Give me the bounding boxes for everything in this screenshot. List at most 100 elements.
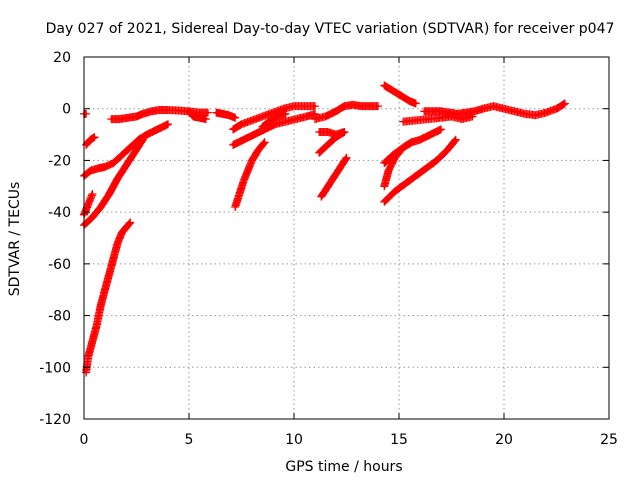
data-point xyxy=(233,116,237,120)
data-point xyxy=(238,192,241,196)
data-series-arc-13 xyxy=(258,109,290,131)
data-point xyxy=(271,111,275,114)
data-point xyxy=(534,113,537,117)
data-series-arc-16 xyxy=(317,153,351,201)
y-tick-label: 20 xyxy=(53,50,71,66)
data-point xyxy=(91,216,94,219)
data-point xyxy=(523,112,527,116)
data-point xyxy=(149,110,153,113)
y-tick-label: -80 xyxy=(48,309,71,325)
data-point xyxy=(368,104,371,108)
data-point xyxy=(118,117,121,121)
data-point xyxy=(86,203,90,206)
x-tick-label: 5 xyxy=(185,432,194,448)
data-point xyxy=(116,177,119,180)
data-point xyxy=(414,119,418,122)
data-point xyxy=(191,115,195,118)
data-series-arc-4 xyxy=(80,190,97,219)
data-point xyxy=(502,107,506,111)
data-point xyxy=(284,112,287,116)
data-point xyxy=(393,190,397,193)
data-point xyxy=(313,112,317,116)
data-point xyxy=(414,174,418,178)
data-point xyxy=(275,115,279,118)
data-point xyxy=(86,355,90,359)
tick-labels: 0 5 10 15 20 25 -120 -100 -80 -60 -40 -20 0 20 xyxy=(39,50,618,448)
data-series-arc-8 xyxy=(185,107,210,124)
data-point xyxy=(124,164,128,167)
data-point xyxy=(464,111,468,114)
data-series-arc-20 xyxy=(380,138,416,167)
data-point xyxy=(408,99,411,103)
data-point xyxy=(359,104,363,108)
data-point xyxy=(257,148,260,152)
data-point xyxy=(383,84,386,87)
data-point xyxy=(166,122,170,126)
data-point xyxy=(282,107,285,111)
data-point xyxy=(107,272,111,276)
data-point xyxy=(158,108,161,112)
data-point xyxy=(383,200,386,204)
data-point xyxy=(313,104,317,108)
y-tick-label: -100 xyxy=(39,360,71,376)
data-point xyxy=(99,205,103,209)
data-point xyxy=(555,107,558,111)
data-point xyxy=(89,138,92,142)
data-point xyxy=(429,133,432,136)
data-point xyxy=(215,111,218,114)
data-point xyxy=(103,165,107,169)
data-point xyxy=(454,138,458,142)
data-series-arc-6 xyxy=(82,218,135,377)
data-point xyxy=(401,120,405,123)
data-point xyxy=(231,143,235,147)
data-point xyxy=(326,130,329,134)
data-point xyxy=(414,102,418,105)
data-point xyxy=(336,169,340,173)
data-point xyxy=(317,130,321,134)
chart-title: Day 027 of 2021, Sidereal Day-to-day VTE… xyxy=(46,21,615,37)
data-point xyxy=(177,109,180,112)
data-point xyxy=(112,257,115,260)
data-point xyxy=(284,120,287,123)
data-point xyxy=(334,110,338,113)
data-point xyxy=(391,89,395,92)
data-point xyxy=(431,110,434,113)
data-point xyxy=(206,111,210,114)
x-tick-label: 20 xyxy=(495,432,513,448)
data-point xyxy=(84,112,88,116)
data-point xyxy=(326,143,329,147)
data-series-arc-9 xyxy=(212,108,240,122)
data-point xyxy=(166,108,170,112)
y-tick-label: -120 xyxy=(39,412,71,428)
data-point xyxy=(343,130,346,134)
y-tick-label: -60 xyxy=(48,257,71,273)
data-series-arc-17 xyxy=(311,100,382,124)
data-point xyxy=(120,153,124,157)
data-point xyxy=(124,226,128,229)
data-point xyxy=(198,116,201,120)
x-tick-label: 10 xyxy=(285,432,303,448)
data-series-arc-15 xyxy=(315,128,349,157)
y-tick-label: -40 xyxy=(48,205,71,221)
data-point xyxy=(383,184,386,188)
series-layer xyxy=(80,81,569,377)
data-point xyxy=(252,133,256,136)
data-point xyxy=(401,146,405,149)
data-point xyxy=(95,324,98,328)
data-point xyxy=(141,112,145,116)
data-point xyxy=(231,128,235,131)
data-series-arc-12 xyxy=(229,109,319,149)
data-point xyxy=(422,110,426,113)
data-point xyxy=(126,116,130,120)
data-point xyxy=(513,110,516,113)
data-point xyxy=(439,110,443,113)
data-point xyxy=(103,288,107,292)
data-point xyxy=(84,371,88,374)
data-point xyxy=(110,117,113,121)
data-point xyxy=(233,205,237,209)
data-point xyxy=(410,141,413,144)
data-point xyxy=(418,138,422,142)
data-point xyxy=(263,141,266,144)
data-point xyxy=(351,103,355,107)
